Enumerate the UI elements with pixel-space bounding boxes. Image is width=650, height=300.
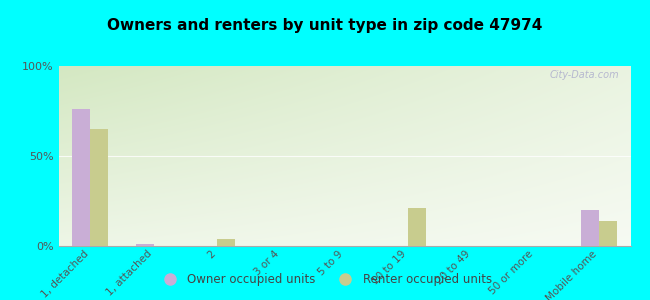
Bar (73, 109, 90, 246)
Bar (90, 129, 108, 246)
Bar (136, 244, 154, 246)
Bar (581, 210, 599, 246)
Bar (217, 239, 235, 246)
Text: Owners and renters by unit type in zip code 47974: Owners and renters by unit type in zip c… (107, 18, 543, 33)
Legend: Owner occupied units, Renter occupied units: Owner occupied units, Renter occupied un… (153, 269, 497, 291)
Text: City-Data.com: City-Data.com (549, 70, 619, 80)
Bar (599, 221, 616, 246)
Bar (408, 208, 426, 246)
